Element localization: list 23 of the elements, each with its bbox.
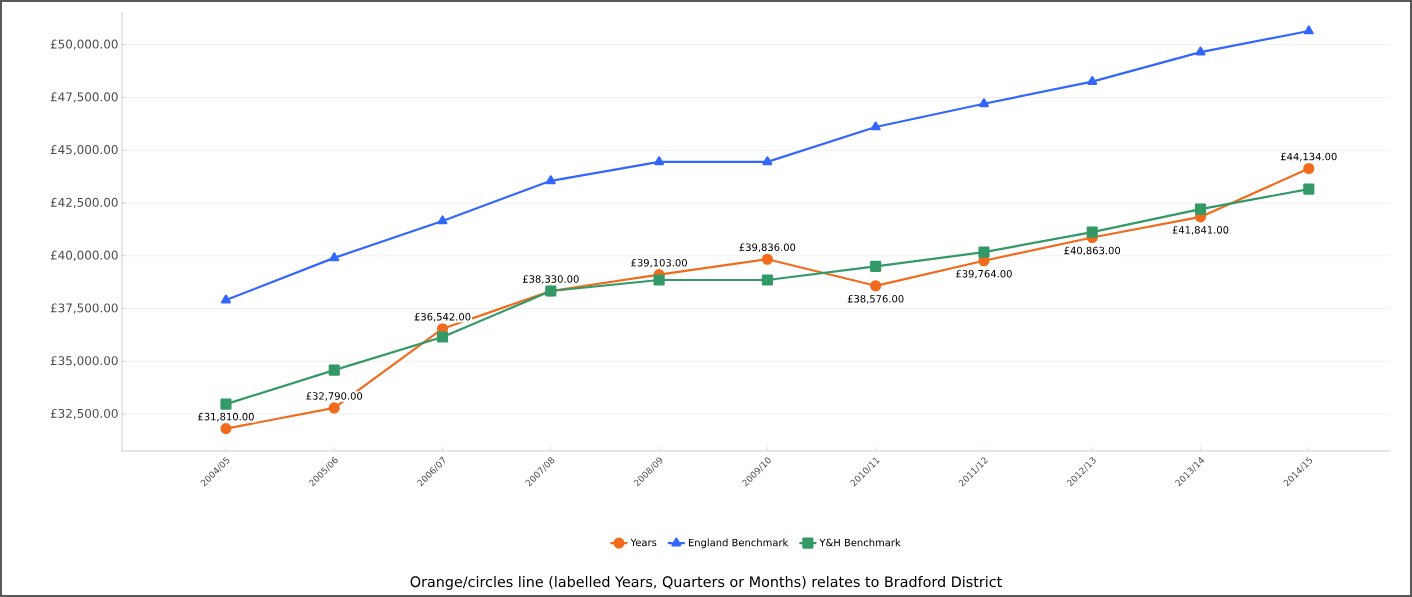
y-tick-label: £45,000.00 [50, 145, 118, 156]
data-label: £41,841.00 [1172, 226, 1229, 235]
y-tick-label: £50,000.00 [50, 39, 118, 50]
y-tick-label: £47,500.00 [50, 92, 118, 103]
data-label: £39,103.00 [631, 258, 687, 268]
y-tick-label: £42,500.00 [50, 197, 118, 209]
y-tick-label: £37,500.00 [50, 303, 118, 314]
data-label: £36,542.00 [414, 312, 471, 322]
data-label: £40,863.00 [1064, 246, 1121, 256]
legend-label: Years [630, 538, 657, 547]
text: Orange/circles line (labelled Years, Quarters or Months) relates to Bradford District [410, 576, 1002, 590]
y-tick-label: £35,000.00 [50, 356, 118, 367]
data-label: £44,134.00 [1280, 152, 1337, 162]
legend-label: Y&H Benchmark [819, 538, 901, 547]
legend-label: England Benchmark [688, 538, 789, 549]
y-tick-label: £40,000.00 [50, 250, 118, 261]
data-label: £39,764.00 [956, 269, 1012, 279]
data-label: £38,576.00 [847, 295, 904, 304]
data-label: £39,836.00 [739, 243, 796, 253]
data-label: £31,810.00 [198, 412, 254, 422]
data-label: £38,330.00 [522, 275, 579, 284]
data-label: £32,790.00 [306, 392, 363, 401]
y-tick-label: £32,500.00 [50, 408, 118, 420]
